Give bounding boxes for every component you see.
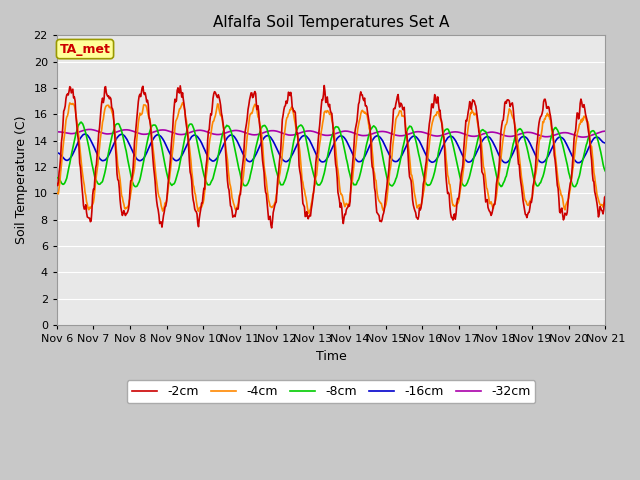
-2cm (602, 193, 609, 199)
-2cm (324, 101, 332, 107)
-4cm (324, 108, 332, 114)
Title: Alfalfa Soil Temperatures Set A: Alfalfa Soil Temperatures Set A (213, 15, 449, 30)
-8cm (324, 151, 332, 157)
-4cm (602, 199, 609, 204)
-8cm (175, 167, 182, 172)
-8cm (131, 184, 139, 190)
-8cm (53, 175, 61, 180)
-4cm (198, 204, 205, 210)
Line: -16cm: -16cm (57, 134, 605, 163)
-2cm (173, 88, 181, 94)
-8cm (553, 126, 561, 132)
-8cm (198, 165, 206, 171)
-32cm (53, 129, 61, 135)
-32cm (377, 129, 385, 134)
-32cm (323, 132, 331, 138)
-16cm (174, 157, 182, 163)
Text: TA_met: TA_met (60, 43, 111, 56)
-4cm (431, 112, 439, 118)
-32cm (602, 128, 609, 134)
-32cm (174, 132, 182, 137)
-2cm (268, 225, 275, 231)
-4cm (53, 191, 61, 196)
-16cm (552, 138, 559, 144)
-4cm (553, 164, 561, 169)
-4cm (305, 211, 313, 216)
-8cm (77, 119, 85, 125)
X-axis label: Time: Time (316, 349, 346, 362)
Line: -32cm: -32cm (57, 130, 605, 137)
-2cm (431, 94, 439, 99)
-8cm (431, 165, 439, 171)
-16cm (53, 150, 61, 156)
-32cm (579, 134, 587, 140)
-8cm (378, 146, 385, 152)
-2cm (321, 83, 328, 88)
-2cm (378, 219, 385, 225)
-4cm (173, 115, 181, 121)
-16cm (377, 135, 385, 141)
-16cm (431, 158, 438, 164)
-2cm (553, 174, 561, 180)
-16cm (574, 160, 582, 166)
Line: -8cm: -8cm (57, 122, 605, 187)
-32cm (86, 127, 93, 132)
-16cm (602, 140, 609, 146)
-32cm (198, 128, 205, 133)
Line: -2cm: -2cm (57, 85, 605, 228)
Y-axis label: Soil Temperature (C): Soil Temperature (C) (15, 116, 28, 244)
-16cm (81, 131, 89, 137)
-32cm (431, 133, 438, 139)
-4cm (179, 100, 186, 106)
Legend: -2cm, -4cm, -8cm, -16cm, -32cm: -2cm, -4cm, -8cm, -16cm, -32cm (127, 380, 535, 403)
-4cm (378, 201, 385, 206)
-16cm (323, 155, 331, 161)
-2cm (197, 206, 205, 212)
-16cm (198, 140, 205, 146)
Line: -4cm: -4cm (57, 103, 605, 214)
-8cm (602, 168, 609, 174)
-32cm (552, 132, 559, 138)
-2cm (53, 180, 61, 186)
